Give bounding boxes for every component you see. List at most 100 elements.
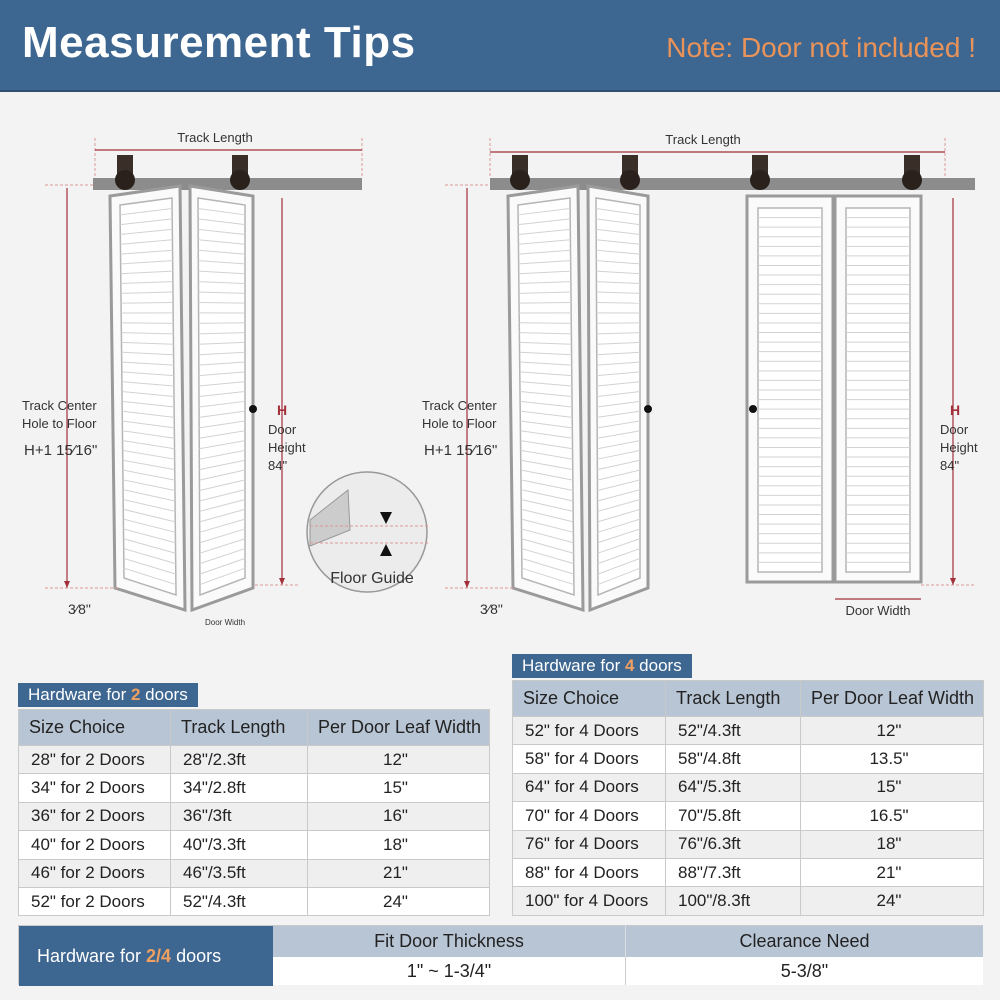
door-width-label: Door Width [845,603,910,618]
roller-wheel [902,170,922,190]
louver-slat [518,228,571,235]
louver-slat [121,332,174,335]
door-knob [749,405,757,413]
table-cell: 15" [307,773,490,803]
louver-slat [122,489,176,502]
door-panel [517,197,575,597]
louver-slat [121,322,174,324]
table-cell: 64" for 4 Doors [512,772,666,803]
louver-slat [198,391,246,397]
louver-slat [518,291,571,294]
louver-slat [120,249,173,255]
track-length-label: Track Length [177,130,252,145]
h-label: H [950,402,960,418]
louver-slat [520,479,574,492]
table-row: 100" for 4 Doors 100"/8.3ft 24" [512,886,984,916]
louver-slat [597,548,641,565]
gap-value: 3⁄8" [68,601,91,617]
arrow-head [64,581,70,588]
track-center-label: Track Center [422,398,497,413]
door-knob [644,405,652,413]
gap-value: 3⁄8" [480,601,503,617]
table-row: 52" for 2 Doors 52"/4.3ft 24" [18,886,490,917]
louver-slat [120,281,173,285]
roller-wheel [620,170,640,190]
louver-slat [122,449,175,460]
table-cell: 34"/2.8ft [170,773,308,803]
louver-slat [120,260,173,265]
louver-slat [199,469,246,481]
tab-text: Hardware for [28,685,131,704]
hardware-2-4-label: Hardware for 2/4 doors [19,926,273,986]
louver-slat [597,508,641,523]
louver-slat [199,479,246,492]
louver-slat [518,260,571,265]
louver-slat [199,489,246,502]
louver-slat [521,557,574,575]
louver-slat [519,381,572,387]
louver-slat [122,400,175,408]
louver-slat [596,291,641,294]
louver-slat [519,351,572,356]
table-row: 34" for 2 Doors 34"/2.8ft 15" [18,773,490,803]
louver-slat [519,332,572,335]
louver-slat [198,332,246,335]
louver-slat [519,391,573,397]
arrow-head [950,578,956,585]
door-height-value: 84" [268,458,287,473]
tab-count: 4 [624,656,635,675]
louver-slat [596,228,641,235]
louver-slat [122,479,176,492]
arrow-up-icon [380,544,392,556]
tab-text: doors [634,656,682,675]
door-illustrations [45,138,975,613]
door-panel [119,197,177,597]
louver-slat [123,518,176,533]
label-text: Hardware for [37,946,147,966]
arrow-head [279,578,285,585]
louver-slat [120,207,173,216]
louver-slat [199,410,246,418]
louver-slat [122,420,175,429]
table-row: 40" for 2 Doors 40"/3.3ft 18" [18,830,490,860]
louver-slat [518,207,571,216]
louver-slat [520,449,573,460]
column-header: Track Length [170,709,308,746]
louver-slat [121,361,174,366]
table-4-doors-tab: Hardware for 4 doors [512,654,692,678]
louver-slat [121,301,174,304]
track-rail [93,178,362,190]
louver-slat [198,270,246,275]
louver-slat [123,557,176,575]
louver-slat [198,239,246,245]
louver-slat [121,381,174,387]
louver-slat [521,548,574,565]
louver-slat [519,341,572,345]
header-banner: Measurement Tips Note: Door not included… [0,0,1000,92]
louver-slat [597,430,641,439]
louver-slat [122,430,175,439]
louver-slat [199,430,246,439]
louver-slat [122,469,175,481]
table-cell: 18" [307,830,490,860]
louver-slat [123,567,177,586]
louver-slat [123,538,176,554]
louver-slat [199,528,246,544]
roller-wheel [230,170,250,190]
louver-slat [597,410,641,418]
arrow-head [464,581,470,588]
louver-slat [520,440,573,450]
table-row: 52" for 4 Doors 52"/4.3ft 12" [512,715,984,746]
louver-slat [596,381,641,387]
louver-slat [597,518,641,533]
roller-wheel [510,170,530,190]
louver-slat [519,322,572,324]
louver-slat [198,371,246,377]
louver-slat [597,489,641,502]
louver-slat [199,449,246,460]
table-row: 64" for 4 Doors 64"/5.3ft 15" [512,772,984,803]
door-panel [197,197,246,597]
table-cell: 21" [800,857,984,888]
thickness-clearance-table: Hardware for 2/4 doors Fit Door Thicknes… [18,925,983,986]
table-cell: 16.5" [800,801,984,831]
